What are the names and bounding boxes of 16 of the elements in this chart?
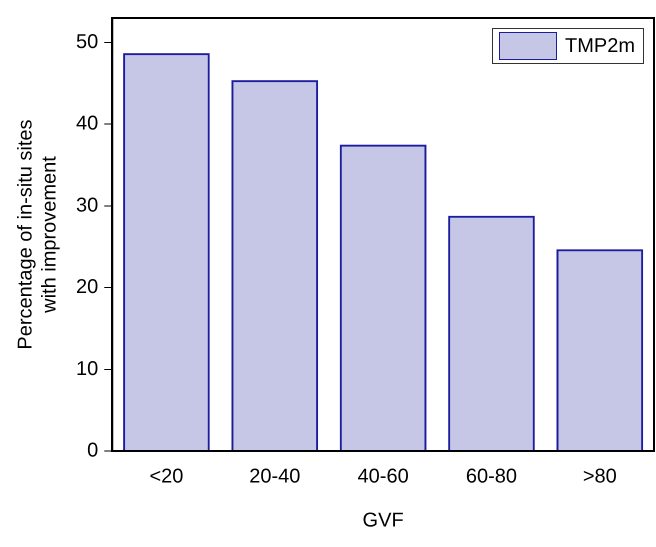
x-tick-label: <20 bbox=[149, 466, 184, 488]
y-tick-label: 30 bbox=[76, 194, 98, 216]
y-tick-label: 40 bbox=[76, 112, 98, 135]
x-tick-label: 20-40 bbox=[249, 466, 300, 488]
bar bbox=[556, 249, 644, 450]
y-tick-label: 10 bbox=[76, 358, 98, 380]
bar bbox=[231, 80, 318, 450]
y-tick-label: 0 bbox=[87, 440, 98, 462]
legend-label: TMP2m bbox=[565, 34, 635, 58]
y-tick-label: 20 bbox=[76, 276, 98, 298]
y-axis-title: Percentage of in-situ sites with improvement bbox=[14, 119, 61, 350]
x-tick-label: 60-80 bbox=[466, 466, 518, 488]
x-axis-title: GVF bbox=[362, 510, 404, 532]
x-tick-label: >80 bbox=[582, 466, 617, 488]
y-tick-label: 50 bbox=[76, 31, 98, 54]
x-tick-label: 40-60 bbox=[358, 466, 409, 488]
